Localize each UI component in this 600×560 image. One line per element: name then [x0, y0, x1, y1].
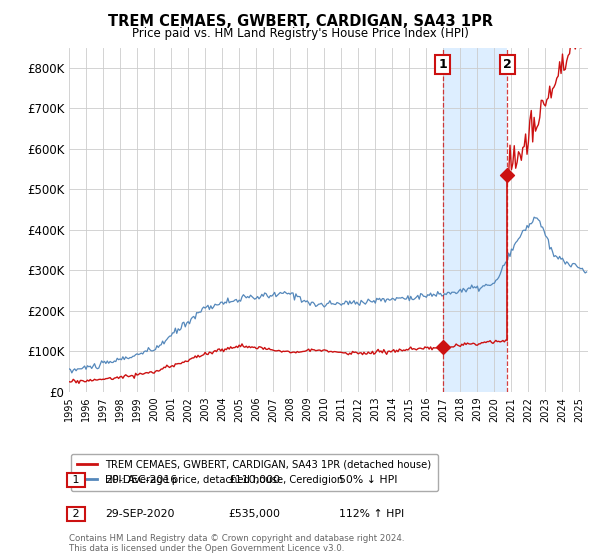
Text: 1: 1 [439, 58, 447, 71]
Text: 2: 2 [503, 58, 512, 71]
Text: 1: 1 [69, 475, 83, 485]
Text: TREM CEMAES, GWBERT, CARDIGAN, SA43 1PR: TREM CEMAES, GWBERT, CARDIGAN, SA43 1PR [107, 14, 493, 29]
Text: £535,000: £535,000 [228, 509, 280, 519]
Text: 20-DEC-2016: 20-DEC-2016 [105, 475, 177, 485]
Text: 50% ↓ HPI: 50% ↓ HPI [339, 475, 397, 485]
Point [438, 343, 448, 352]
Bar [443, 48, 507, 392]
Text: 2: 2 [69, 509, 83, 519]
Legend: TREM CEMAES, GWBERT, CARDIGAN, SA43 1PR (detached house), HPI: Average price, de: TREM CEMAES, GWBERT, CARDIGAN, SA43 1PR … [71, 454, 437, 491]
Text: Contains HM Land Registry data © Crown copyright and database right 2024.
This d: Contains HM Land Registry data © Crown c… [69, 534, 404, 553]
Point [502, 171, 512, 180]
Text: £110,000: £110,000 [228, 475, 280, 485]
Text: 112% ↑ HPI: 112% ↑ HPI [339, 509, 404, 519]
Text: Price paid vs. HM Land Registry's House Price Index (HPI): Price paid vs. HM Land Registry's House … [131, 27, 469, 40]
Text: 29-SEP-2020: 29-SEP-2020 [105, 509, 175, 519]
